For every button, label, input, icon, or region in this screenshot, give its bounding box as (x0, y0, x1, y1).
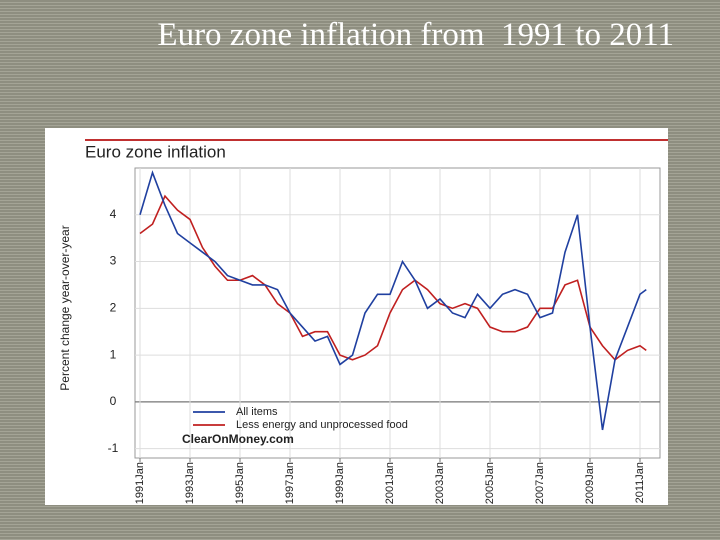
chart-title: Euro zone inflation (85, 142, 226, 161)
series-line (139, 194, 647, 361)
legend-label: All items (236, 406, 278, 418)
series-line (139, 170, 647, 431)
y-axis-label: Percent change year-over-year (58, 225, 72, 390)
y-tick-label: -1 (108, 441, 119, 455)
chart-background (45, 128, 668, 505)
x-tick-label: 2011Jan (634, 462, 646, 503)
plot-frame (134, 167, 661, 459)
y-tick-label: 0 (110, 394, 117, 408)
y-tick-label: 3 (110, 254, 117, 268)
y-tick-label: 2 (110, 300, 117, 314)
x-tick-label: 2003Jan (434, 462, 446, 504)
x-tick-label: 1991Jan (134, 462, 146, 504)
x-tick-label: 2005Jan (484, 462, 496, 504)
x-tick-label: 1993Jan (184, 462, 196, 504)
x-tick-label: 2001Jan (384, 462, 396, 504)
y-tick-label: 1 (110, 347, 117, 361)
watermark: ClearOnMoney.com (182, 432, 294, 446)
slide-title: Euro zone inflation from 1991 to 2011 (157, 17, 674, 53)
x-tick-label: 1999Jan (334, 462, 346, 504)
x-tick-label: 1995Jan (234, 462, 246, 504)
x-tick-label: 2009Jan (584, 462, 596, 504)
y-tick-label: 4 (110, 207, 117, 221)
legend-label: Less energy and unprocessed food (236, 419, 408, 431)
x-tick-label: 2007Jan (534, 462, 546, 504)
x-tick-label: 1997Jan (284, 462, 296, 504)
